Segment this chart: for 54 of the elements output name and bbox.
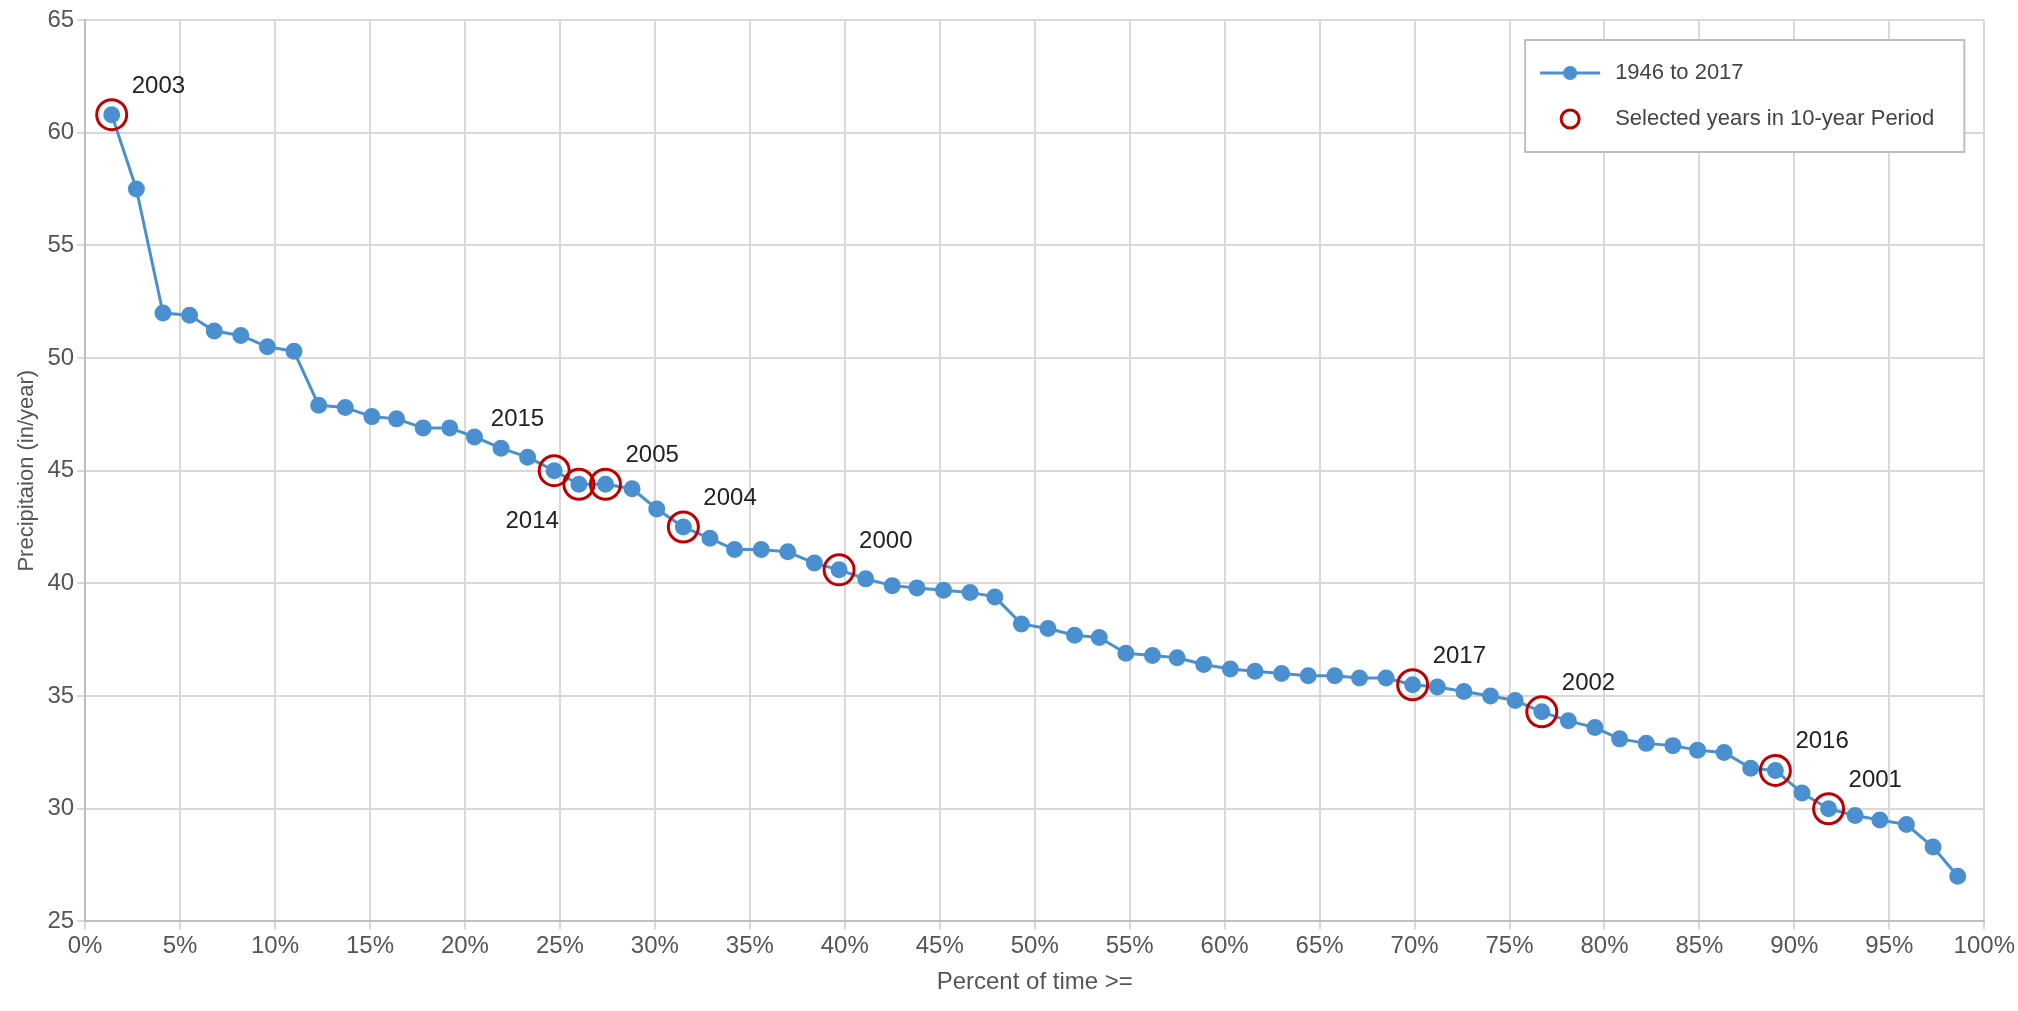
x-tick-label: 75% [1485, 931, 1534, 959]
x-tick-label: 35% [725, 931, 774, 959]
point [562, 467, 596, 501]
y-tick-label: 35 [47, 680, 75, 708]
annotation: 2002 [1561, 667, 1616, 695]
x-tick-label: 20% [440, 931, 489, 959]
x-tick-label: 100% [1953, 931, 2015, 959]
x-tick-label: 65% [1295, 931, 1344, 959]
point [666, 510, 700, 544]
x-tick-label: 55% [1105, 931, 1154, 959]
legend-label: Selected years in 10-year Period [1615, 105, 1935, 131]
legend-label: 1946 to 2017 [1615, 59, 1744, 85]
annotation: 2001 [1848, 764, 1902, 792]
x-tick-label: 40% [820, 931, 869, 959]
x-tick-label: 60% [1200, 931, 1249, 959]
point [588, 467, 622, 501]
x-tick-label: 95% [1865, 931, 1914, 959]
y-tick-label: 25 [47, 906, 75, 934]
x-tick-label: 90% [1770, 931, 1819, 959]
point [95, 98, 129, 132]
x-axis-title: Percent of time >= [936, 967, 1133, 995]
y-axis-title: Precipitaion (in/year) [13, 369, 39, 572]
annotation: 2004 [703, 483, 757, 511]
x-tick-label: 45% [915, 931, 964, 959]
y-tick-label: 50 [47, 342, 75, 370]
point [537, 454, 571, 488]
x-tick-label: 50% [1010, 931, 1059, 959]
point [1525, 695, 1559, 729]
x-tick-label: 10% [250, 931, 300, 959]
point [1396, 668, 1430, 702]
annotation: 2003 [131, 70, 186, 98]
annotation: 2000 [859, 525, 913, 553]
y-tick-label: 55 [47, 229, 75, 257]
annotation: 2016 [1795, 726, 1849, 754]
annotation: 2005 [625, 440, 679, 468]
point [822, 553, 856, 587]
y-tick-label: 40 [47, 568, 75, 595]
annotation: 2017 [1432, 640, 1487, 668]
x-tick-label: 0% [67, 931, 103, 959]
x-tick-label: 70% [1390, 931, 1439, 959]
x-tick-label: 5% [162, 931, 198, 959]
point [1758, 753, 1792, 787]
y-tick-label: 45 [47, 455, 75, 483]
annotation: 2014 [505, 506, 559, 534]
x-tick-label: 80% [1580, 931, 1629, 959]
x-tick-label: 85% [1675, 931, 1724, 959]
x-tick-label: 15% [345, 931, 394, 959]
y-tick-label: 65 [47, 4, 75, 32]
point [1812, 792, 1846, 826]
y-tick-label: 30 [47, 793, 75, 821]
x-tick-label: 30% [630, 931, 679, 959]
x-tick-label: 25% [535, 931, 584, 959]
annotation: 2015 [490, 403, 545, 431]
y-tick-label: 60 [47, 117, 75, 145]
